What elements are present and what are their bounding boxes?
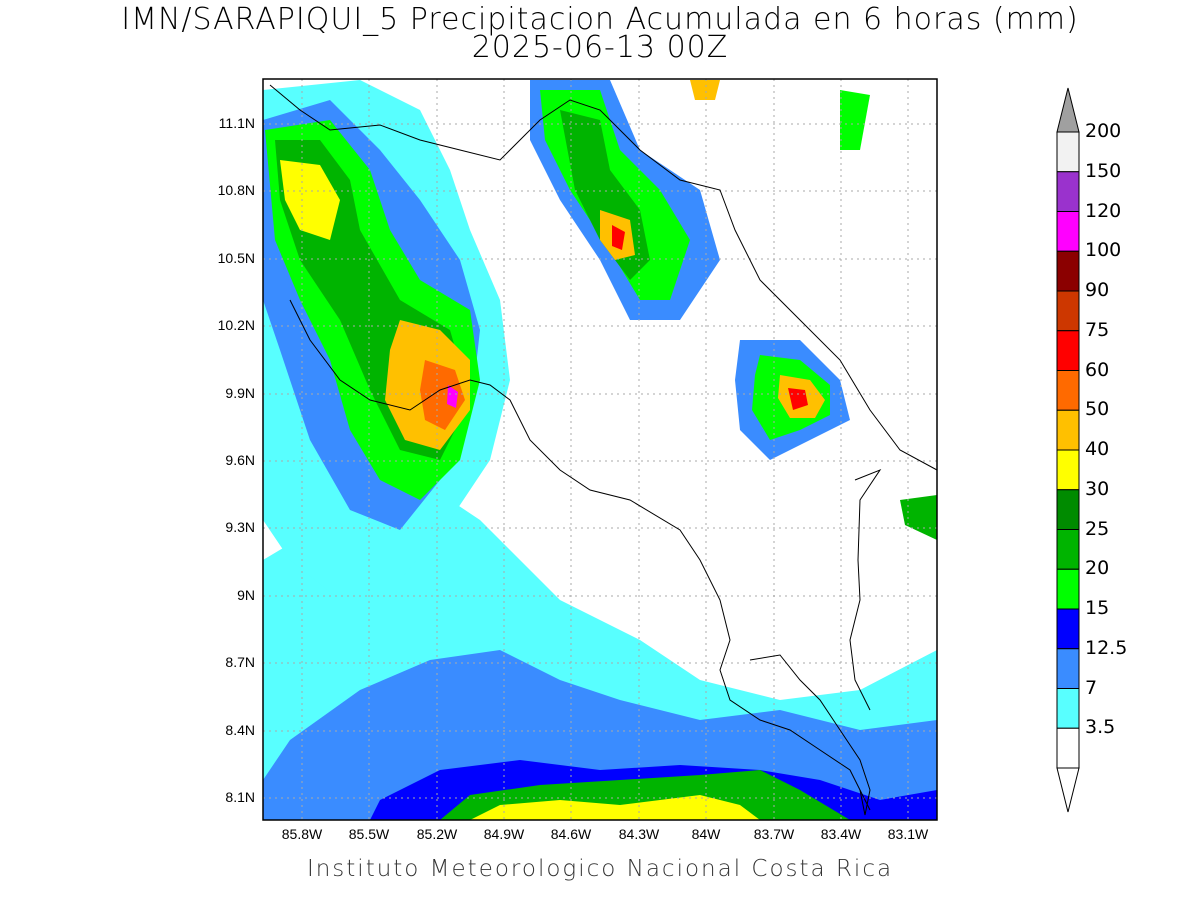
colorbar-swatch [1056, 568, 1080, 610]
map-title: IMN/SARAPIQUI_5 Precipitacion Acumulada … [121, 2, 1079, 37]
colorbar-label: 90 [1085, 279, 1110, 301]
colorbar-swatch [1056, 409, 1080, 451]
colorbar-label: 75 [1085, 318, 1110, 341]
lat-label: 10.8N [217, 182, 255, 198]
precip-60 [612, 225, 625, 250]
footer-credit: Instituto Meteorologico Nacional Costa R… [306, 856, 894, 882]
precip-20 [840, 90, 870, 150]
colorbar-swatch [1056, 171, 1080, 212]
precip-20 [900, 495, 937, 540]
colorbar-min-triangle [1056, 767, 1080, 813]
graticule [263, 79, 937, 820]
colorbar-swatch [1056, 449, 1080, 491]
colorbar-swatch [1056, 489, 1080, 530]
precipitation-field [263, 79, 937, 820]
lon-label: 84.6W [550, 826, 592, 842]
lat-label: 10.5N [217, 250, 255, 266]
colorbar-swatch [1056, 529, 1080, 570]
precip-40 [470, 795, 760, 820]
colorbar-label: 30 [1085, 477, 1110, 500]
precip-60 [420, 360, 465, 430]
colorbar-swatch [1056, 290, 1080, 332]
lat-label: 9.9N [225, 385, 255, 401]
colorbar-label: 40 [1085, 438, 1110, 460]
lat-label: 8.1N [225, 789, 255, 805]
colorbar-label: 120 [1085, 199, 1122, 222]
lon-label: 84W [691, 826, 721, 842]
colorbar [1056, 87, 1080, 813]
colorbar-swatch [1056, 211, 1080, 252]
colorbar-swatch [1056, 250, 1080, 292]
lat-label: 10.2N [217, 317, 255, 333]
lon-label: 83.7W [753, 826, 795, 842]
colorbar-label: 25 [1085, 517, 1110, 540]
lon-label: 83.4W [820, 826, 862, 842]
colorbar-label: 60 [1085, 358, 1110, 381]
lat-label: 8.4N [225, 722, 255, 738]
lat-label: 11.1N [218, 115, 255, 131]
coastline [269, 84, 937, 816]
colorbar-swatch [1056, 131, 1080, 173]
lon-label: 85.8W [281, 826, 323, 842]
lat-label: 9.3N [225, 519, 255, 535]
colorbar-swatch [1056, 648, 1080, 689]
lon-label: 84.9W [483, 826, 525, 842]
colorbar-swatch [1056, 608, 1080, 650]
colorbar-label: 3.5 [1085, 716, 1116, 739]
colorbar-swatch [1056, 727, 1080, 769]
precip-40 [690, 80, 720, 100]
lon-label: 85.2W [416, 826, 458, 842]
colorbar-label: 20 [1085, 557, 1110, 580]
colorbar-swatch [1056, 688, 1080, 729]
map-date: 2025-06-13 00Z [471, 30, 729, 65]
lat-label: 8.7N [225, 654, 255, 670]
lat-label: 9.6N [225, 452, 255, 468]
precip-120 [447, 385, 458, 408]
precip-40 [280, 160, 340, 240]
plot-frame [262, 78, 938, 821]
colorbar-label: 50 [1085, 398, 1110, 421]
colorbar-label: 100 [1085, 239, 1122, 262]
colorbar-label: 150 [1085, 159, 1122, 182]
colorbar-swatch [1056, 370, 1080, 411]
colorbar-label: 12.5 [1085, 636, 1128, 659]
colorbar-swatch [1056, 330, 1080, 371]
lon-label: 84.3W [618, 826, 660, 842]
colorbar-label: 200 [1085, 120, 1122, 142]
lon-label: 85.5W [348, 826, 390, 842]
lon-label: 83.1W [887, 826, 929, 842]
colorbar-max-triangle [1056, 87, 1080, 133]
colorbar-label: 15 [1085, 597, 1110, 619]
colorbar-label: 7 [1085, 676, 1098, 699]
lat-label: 9N [237, 587, 255, 603]
